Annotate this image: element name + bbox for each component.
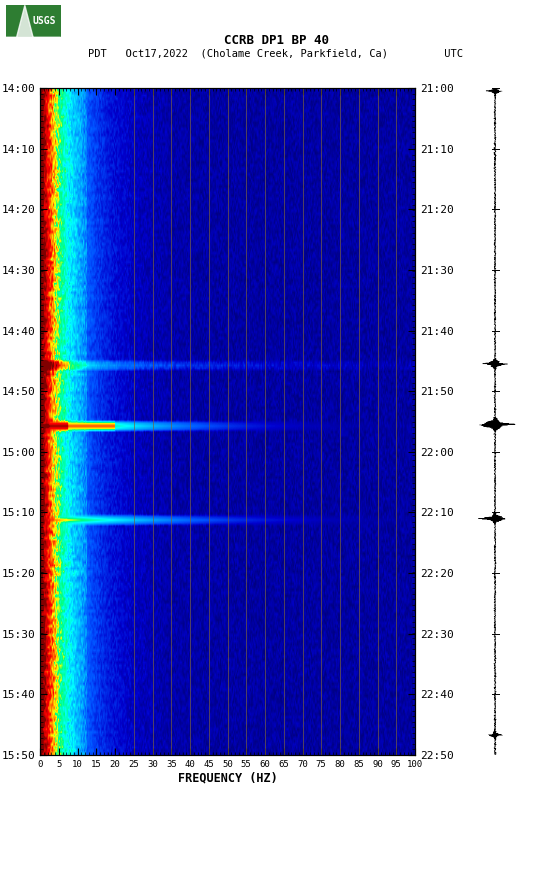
Text: PDT   Oct17,2022  (Cholame Creek, Parkfield, Ca)         UTC: PDT Oct17,2022 (Cholame Creek, Parkfield… bbox=[88, 48, 464, 59]
X-axis label: FREQUENCY (HZ): FREQUENCY (HZ) bbox=[178, 772, 277, 785]
Text: CCRB DP1 BP 40: CCRB DP1 BP 40 bbox=[224, 34, 328, 46]
Text: USGS: USGS bbox=[33, 16, 56, 27]
Polygon shape bbox=[6, 5, 61, 37]
